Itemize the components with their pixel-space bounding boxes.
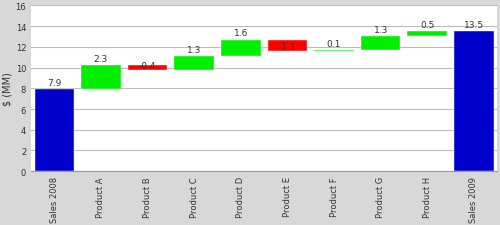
Bar — [174, 57, 214, 70]
Text: 2.3: 2.3 — [94, 55, 108, 64]
Text: 13.5: 13.5 — [464, 21, 484, 30]
Bar — [81, 66, 121, 90]
Text: 0.5: 0.5 — [420, 21, 434, 30]
Text: 1.6: 1.6 — [234, 29, 248, 38]
Text: -0.4: -0.4 — [139, 62, 156, 71]
Text: 1.3: 1.3 — [187, 46, 202, 55]
Y-axis label: $ (MM): $ (MM) — [3, 72, 13, 106]
Text: 0.1: 0.1 — [327, 40, 341, 49]
Bar — [128, 66, 168, 70]
Text: 1.3: 1.3 — [374, 26, 388, 35]
Bar — [361, 37, 401, 51]
Bar — [408, 32, 447, 37]
Text: -1.1: -1.1 — [278, 43, 296, 52]
Bar — [268, 40, 308, 52]
Bar — [454, 32, 494, 171]
Bar — [314, 51, 354, 52]
Text: 7.9: 7.9 — [47, 79, 62, 88]
Bar — [34, 90, 74, 171]
Bar — [221, 40, 260, 57]
